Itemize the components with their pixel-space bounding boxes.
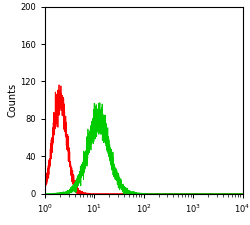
Y-axis label: Counts: Counts: [7, 83, 17, 117]
